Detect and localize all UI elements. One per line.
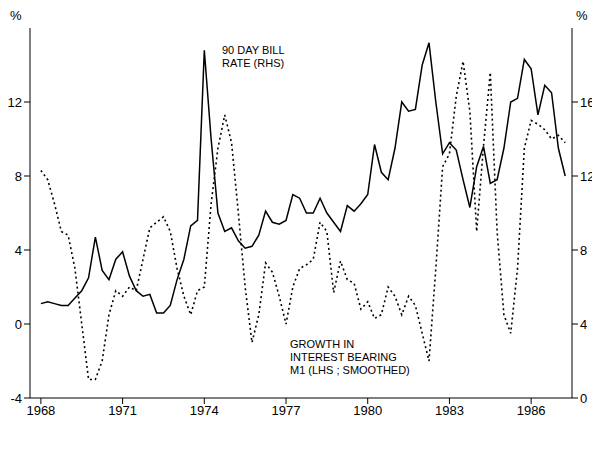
html-text:90 DAY BILL RATE (RHS): 90 DAY BILL RATE (RHS): [222, 44, 285, 69]
svg-text:1980: 1980: [353, 403, 382, 418]
svg-text:8: 8: [580, 243, 587, 258]
svg-text:-4: -4: [10, 391, 22, 406]
svg-text:1971: 1971: [108, 403, 137, 418]
svg-text:12: 12: [580, 169, 592, 184]
svg-text:4: 4: [15, 243, 22, 258]
svg-text:16: 16: [580, 95, 592, 110]
svg-text:4: 4: [580, 317, 587, 332]
svg-text:8: 8: [15, 169, 22, 184]
svg-text:1983: 1983: [435, 403, 464, 418]
svg-text:12: 12: [8, 95, 22, 110]
svg-text:1986: 1986: [517, 403, 546, 418]
svg-text:1977: 1977: [272, 403, 301, 418]
svg-text:1974: 1974: [190, 403, 219, 418]
svg-text:0: 0: [15, 317, 22, 332]
svg-text:1968: 1968: [26, 403, 55, 418]
html-text:GROWTH IN INTEREST BEARING M1: GROWTH IN INTEREST BEARING M1 (LHS ; SMO…: [290, 338, 410, 376]
svg-text:0: 0: [580, 391, 587, 406]
